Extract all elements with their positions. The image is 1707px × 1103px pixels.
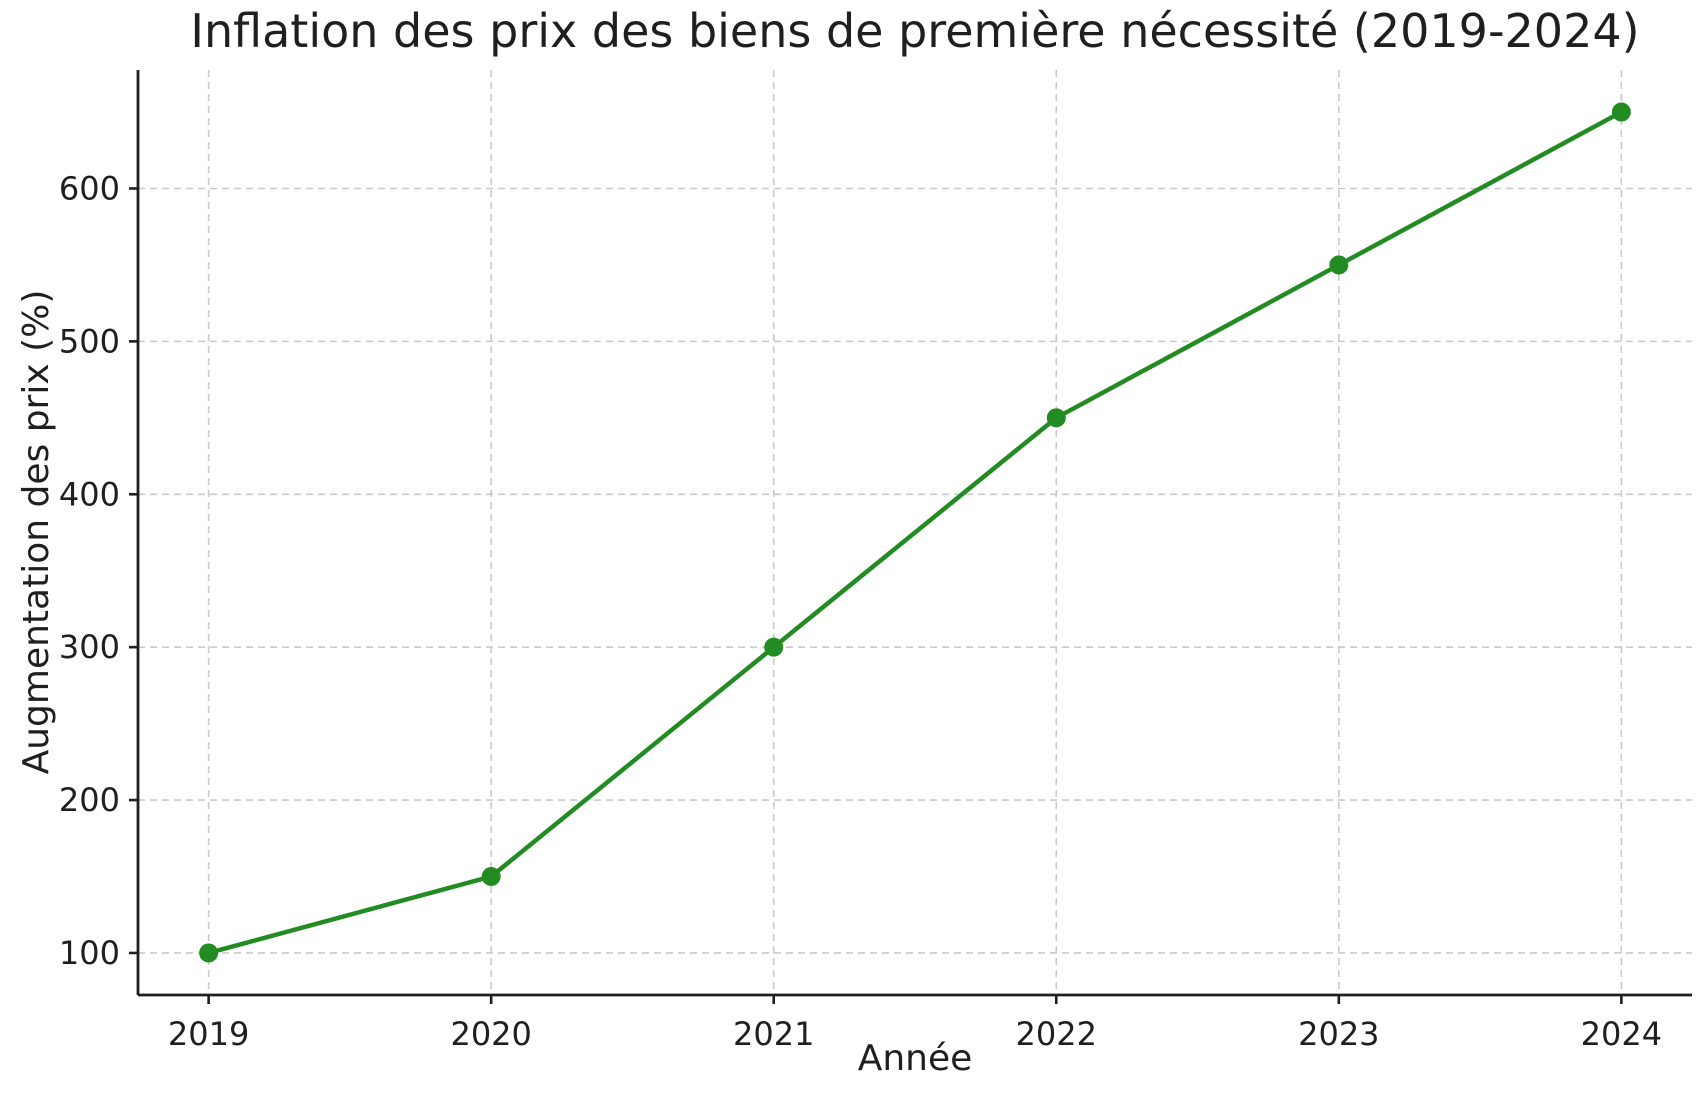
x-axis-label: Année	[857, 1038, 973, 1079]
x-tick-label-2021: 2021	[733, 1015, 814, 1053]
x-tick-label-2023: 2023	[1298, 1015, 1379, 1053]
data-point-2021	[764, 637, 784, 657]
data-point-2022	[1046, 408, 1066, 428]
data-point-2020	[481, 867, 501, 887]
chart-title: Inflation des prix des biens de première…	[190, 4, 1640, 58]
y-tick-label-400: 400	[59, 475, 120, 513]
y-axis-label: Augmentation des prix (%)	[16, 289, 57, 775]
y-tick-label-300: 300	[59, 628, 120, 666]
x-tick-label-2019: 2019	[168, 1015, 249, 1053]
x-tick-label-2022: 2022	[1016, 1015, 1097, 1053]
data-point-2023	[1329, 255, 1349, 275]
y-tick-label-200: 200	[59, 781, 120, 819]
x-tick-label-2020: 2020	[450, 1015, 531, 1053]
y-tick-label-600: 600	[59, 169, 120, 207]
series-line	[206, 109, 1624, 956]
data-point-2019	[199, 943, 219, 963]
y-tick-label-500: 500	[59, 322, 120, 360]
x-tick-label-2024: 2024	[1581, 1015, 1662, 1053]
data-point-2024	[1611, 102, 1631, 122]
y-tick-label-100: 100	[59, 934, 120, 972]
